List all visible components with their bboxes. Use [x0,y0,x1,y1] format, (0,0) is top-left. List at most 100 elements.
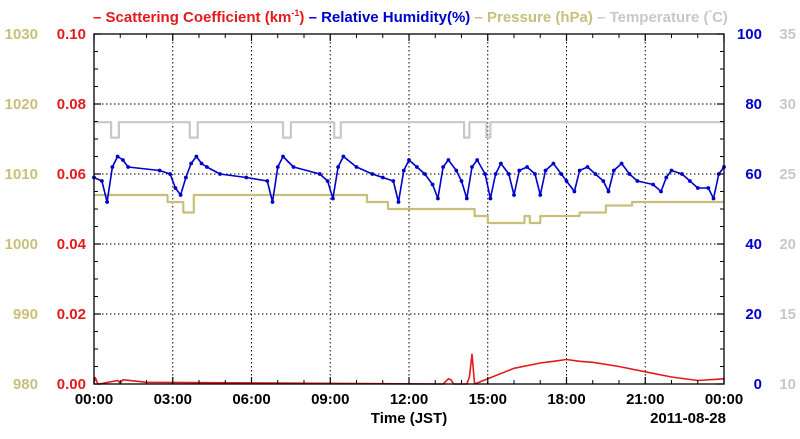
humidity-data-point [281,154,285,159]
scattering-axis-tick-label: 0.02 [57,306,86,323]
legend-label-rh: Relative Humidity(%) [321,9,470,26]
temperature-axis-tick-label: 30 [779,96,796,113]
temperature-axis-tick-label: 35 [779,26,796,43]
legend-tail-scat: ) [299,9,304,26]
scattering-axis-tick-label: 0.06 [57,166,86,183]
humidity-data-point [551,161,556,166]
humidity-data-point [664,175,669,180]
humidity-data-point [559,172,564,176]
humidity-data-point [488,196,493,201]
humidity-data-point [380,175,385,180]
humidity-data-point [611,168,616,173]
humidity-data-point [178,193,183,197]
humidity-data-point [441,165,445,169]
humidity-data-point [407,158,411,162]
humidity-data-point [688,179,692,183]
humidity-data-point [483,172,487,176]
x-tick-label: 09:00 [311,391,349,408]
legend-label-temp: Temperature ( [610,9,709,26]
humidity-data-point [711,196,716,201]
humidity-data-point [585,165,590,169]
humidity-data-point [173,186,178,190]
humidity-data-point [205,165,209,169]
humidity-data-point [391,179,396,183]
humidity-data-point [538,193,543,197]
x-tick-label: 15:00 [469,391,507,408]
temperature-series-line [94,121,724,139]
scattering-axis-tick-label: 0.08 [57,96,86,113]
pressure-axis-tick-label: 980 [13,376,38,393]
pressure-axis-tick-label: 1000 [5,236,38,253]
humidity-data-point [470,165,474,169]
humidity-data-point [475,158,480,162]
legend-swatch-temp: – [593,9,610,26]
humidity-data-point [317,172,322,176]
humidity-data-point [415,165,419,169]
humidity-data-point [454,168,459,173]
humidity-data-point [291,165,296,169]
temperature-axis-tick-label: 10 [779,376,796,393]
humidity-data-point [499,161,503,166]
x-tick-label: 12:00 [390,391,428,408]
humidity-data-point [706,186,711,190]
humidity-data-point [601,179,606,183]
humidity-data-point [577,168,582,173]
legend-swatch-pres: – [470,9,487,26]
humidity-data-point [168,172,173,176]
humidity-data-point [194,154,199,159]
humidity-data-point [606,189,611,194]
legend-label-scat: Scattering Coefficient (km [106,9,292,26]
humidity-data-point [564,179,569,183]
legend-degree-temp: ° [708,8,712,18]
humidity-data-point [100,179,104,183]
scattering-series-line [93,353,725,385]
x-tick-label: 03:00 [154,391,192,408]
temperature-axis-tick-label: 15 [779,306,796,323]
legend-swatch-rh: – [304,9,321,26]
date-label: 2011-08-28 [650,410,726,427]
legend-tail-temp: C) [712,9,728,26]
humidity-data-point [533,172,537,176]
humidity-data-point [105,200,109,204]
humidity-data-point [680,172,684,176]
humidity-data-point [446,158,451,162]
humidity-data-point [270,200,275,204]
humidity-data-point [396,200,401,204]
humidity-data-point [635,179,640,183]
legend-superscript-scat: -1 [291,8,299,18]
humidity-data-point [464,196,469,201]
humidity-data-point [651,182,655,187]
humidity-data-point [695,186,700,190]
humidity-data-point [525,165,529,169]
humidity-data-point [336,165,340,169]
x-axis-label: Time (JST) [371,410,447,427]
humidity-data-point [436,196,440,201]
humidity-data-point [459,179,464,183]
humidity-axis-tick-label: 20 [745,306,762,323]
humidity-data-point [543,168,548,173]
pressure-axis-tick-label: 990 [13,306,38,323]
legend-swatch-scat: – [93,9,106,26]
humidity-data-point [593,172,598,176]
humidity-data-point [115,154,120,159]
scattering-axis-tick-label: 0.00 [57,376,86,393]
scattering-axis-tick-label: 0.04 [57,236,87,253]
humidity-axis-tick-label: 40 [745,236,762,253]
temperature-axis-tick-label: 25 [779,166,796,183]
x-tick-label: 00:00 [705,391,743,408]
humidity-data-point [659,189,663,194]
legend-label-pres: Pressure (hPa) [487,9,593,26]
humidity-axis-tick-label: 0 [754,376,762,393]
pressure-axis-tick-label: 1020 [5,96,38,113]
humidity-data-point [430,182,435,187]
pressure-axis-tick-label: 1030 [5,26,38,43]
humidity-data-point [275,165,280,169]
humidity-data-point [199,161,204,166]
humidity-data-point [401,168,406,173]
humidity-data-point [325,179,330,183]
humidity-data-point [619,161,624,166]
humidity-data-point [331,196,335,201]
humidity-data-point [189,161,194,166]
humidity-data-point [265,179,270,183]
pressure-axis-tick-label: 1010 [5,166,38,183]
